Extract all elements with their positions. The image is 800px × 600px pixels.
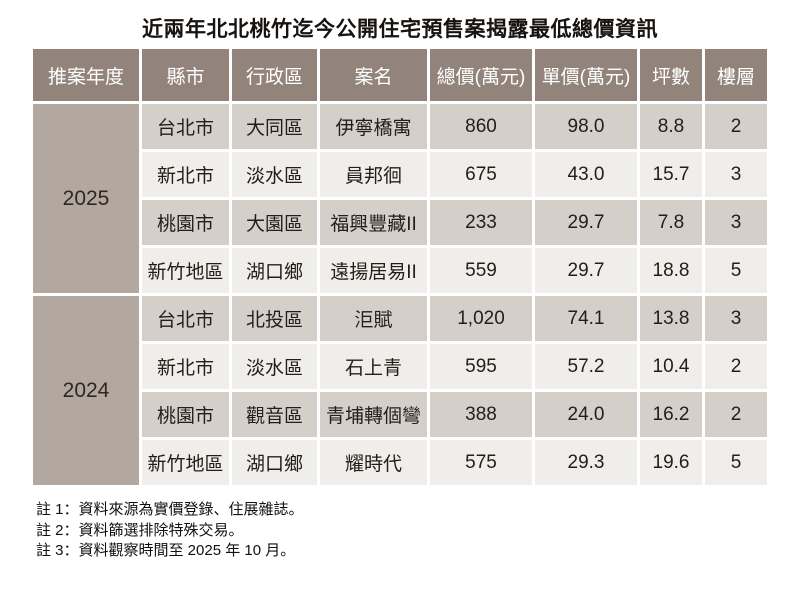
cell-floor: 3 — [705, 152, 767, 197]
col-header-floor: 樓層 — [705, 49, 767, 101]
cell-floor: 2 — [705, 344, 767, 389]
footnote-3: 註 3：資料觀察時間至 2025 年 10 月。 — [36, 542, 296, 560]
cell-total-price: 1,020 — [430, 296, 532, 341]
col-header-unit-price: 單價(萬元) — [535, 49, 637, 101]
cell-project-name: 石上青 — [320, 344, 427, 389]
year-group-2024: 2024 — [33, 296, 139, 485]
cell-project-name: 福興豐藏II — [320, 200, 427, 245]
cell-ping: 7.8 — [640, 200, 702, 245]
table-row: 桃園市 觀音區 青埔轉個彎 388 24.0 16.2 2 — [33, 392, 767, 437]
table-body: 2025 台北市 大同區 伊寧橋寓 860 98.0 8.8 2 新北市 淡水區… — [33, 104, 767, 485]
cell-total-price: 860 — [430, 104, 532, 149]
col-header-city: 縣市 — [142, 49, 229, 101]
cell-city: 新竹地區 — [142, 248, 229, 293]
cell-district: 大園區 — [232, 200, 317, 245]
cell-district: 大同區 — [232, 104, 317, 149]
cell-district: 淡水區 — [232, 152, 317, 197]
cell-floor: 5 — [705, 440, 767, 485]
cell-project-name: 遠揚居易II — [320, 248, 427, 293]
col-header-year: 推案年度 — [33, 49, 139, 101]
cell-city: 新竹地區 — [142, 440, 229, 485]
cell-district: 淡水區 — [232, 344, 317, 389]
year-group-2025: 2025 — [33, 104, 139, 293]
cell-ping: 8.8 — [640, 104, 702, 149]
cell-district: 觀音區 — [232, 392, 317, 437]
cell-total-price: 233 — [430, 200, 532, 245]
cell-unit-price: 29.7 — [535, 248, 637, 293]
cell-total-price: 559 — [430, 248, 532, 293]
cell-project-name: 員邦徊 — [320, 152, 427, 197]
cell-ping: 16.2 — [640, 392, 702, 437]
table-row: 桃園市 大園區 福興豐藏II 233 29.7 7.8 3 — [33, 200, 767, 245]
cell-project-name: 伊寧橋寓 — [320, 104, 427, 149]
footnotes: 註 1：資料來源為實價登錄、住展雜誌。 註 2：資料篩選排除特殊交易。 註 3：… — [36, 500, 800, 562]
cell-district: 湖口鄉 — [232, 248, 317, 293]
table-row: 新北市 淡水區 石上青 595 57.2 10.4 2 — [33, 344, 767, 389]
cell-floor: 5 — [705, 248, 767, 293]
cell-project-name: 青埔轉個彎 — [320, 392, 427, 437]
page-title: 近兩年北北桃竹迄今公開住宅預售案揭露最低總價資訊 — [142, 18, 658, 41]
cell-city: 新北市 — [142, 152, 229, 197]
table-row: 2025 台北市 大同區 伊寧橋寓 860 98.0 8.8 2 — [33, 104, 767, 293]
table-row: 新竹地區 湖口鄉 耀時代 575 29.3 19.6 5 — [33, 440, 767, 485]
col-header-ping: 坪數 — [640, 49, 702, 101]
cell-total-price: 675 — [430, 152, 532, 197]
cell-floor: 3 — [705, 296, 767, 341]
cell-ping: 19.6 — [640, 440, 702, 485]
cell-project-name: 洰賦 — [320, 296, 427, 341]
cell-unit-price: 24.0 — [535, 392, 637, 437]
cell-total-price: 575 — [430, 440, 532, 485]
header-row: 推案年度 縣市 行政區 案名 總價(萬元) 單價(萬元) 坪數 樓層 — [33, 49, 767, 101]
table-header: 推案年度 縣市 行政區 案名 總價(萬元) 單價(萬元) 坪數 樓層 — [33, 49, 767, 101]
cell-ping: 10.4 — [640, 344, 702, 389]
col-header-district: 行政區 — [232, 49, 317, 101]
cell-city: 台北市 — [142, 296, 229, 341]
cell-ping: 18.8 — [640, 248, 702, 293]
cell-city: 新北市 — [142, 344, 229, 389]
cell-unit-price: 98.0 — [535, 104, 637, 149]
table-row: 2024 台北市 北投區 洰賦 1,020 74.1 13.8 3 — [33, 296, 767, 485]
cell-city: 台北市 — [142, 104, 229, 149]
cell-floor: 2 — [705, 392, 767, 437]
table-row: 新北市 淡水區 員邦徊 675 43.0 15.7 3 — [33, 152, 767, 197]
cell-ping: 13.8 — [640, 296, 702, 341]
col-header-total-price: 總價(萬元) — [430, 49, 532, 101]
cell-project-name: 耀時代 — [320, 440, 427, 485]
cell-district: 湖口鄉 — [232, 440, 317, 485]
cell-unit-price: 43.0 — [535, 152, 637, 197]
cell-total-price: 595 — [430, 344, 532, 389]
cell-city: 桃園市 — [142, 392, 229, 437]
cell-city: 桃園市 — [142, 200, 229, 245]
cell-floor: 2 — [705, 104, 767, 149]
cell-floor: 3 — [705, 200, 767, 245]
cell-unit-price: 29.7 — [535, 200, 637, 245]
cell-district: 北投區 — [232, 296, 317, 341]
cell-unit-price: 29.3 — [535, 440, 637, 485]
col-header-project-name: 案名 — [320, 49, 427, 101]
footnote-1: 註 1：資料來源為實價登錄、住展雜誌。 — [36, 501, 304, 518]
cell-unit-price: 57.2 — [535, 344, 637, 389]
presale-price-table: 推案年度 縣市 行政區 案名 總價(萬元) 單價(萬元) 坪數 樓層 2025 … — [30, 46, 770, 488]
footnote-2: 註 2：資料篩選排除特殊交易。 — [36, 521, 244, 539]
cell-ping: 15.7 — [640, 152, 702, 197]
cell-total-price: 388 — [430, 392, 532, 437]
cell-unit-price: 74.1 — [535, 296, 637, 341]
table-row: 新竹地區 湖口鄉 遠揚居易II 559 29.7 18.8 5 — [33, 248, 767, 293]
